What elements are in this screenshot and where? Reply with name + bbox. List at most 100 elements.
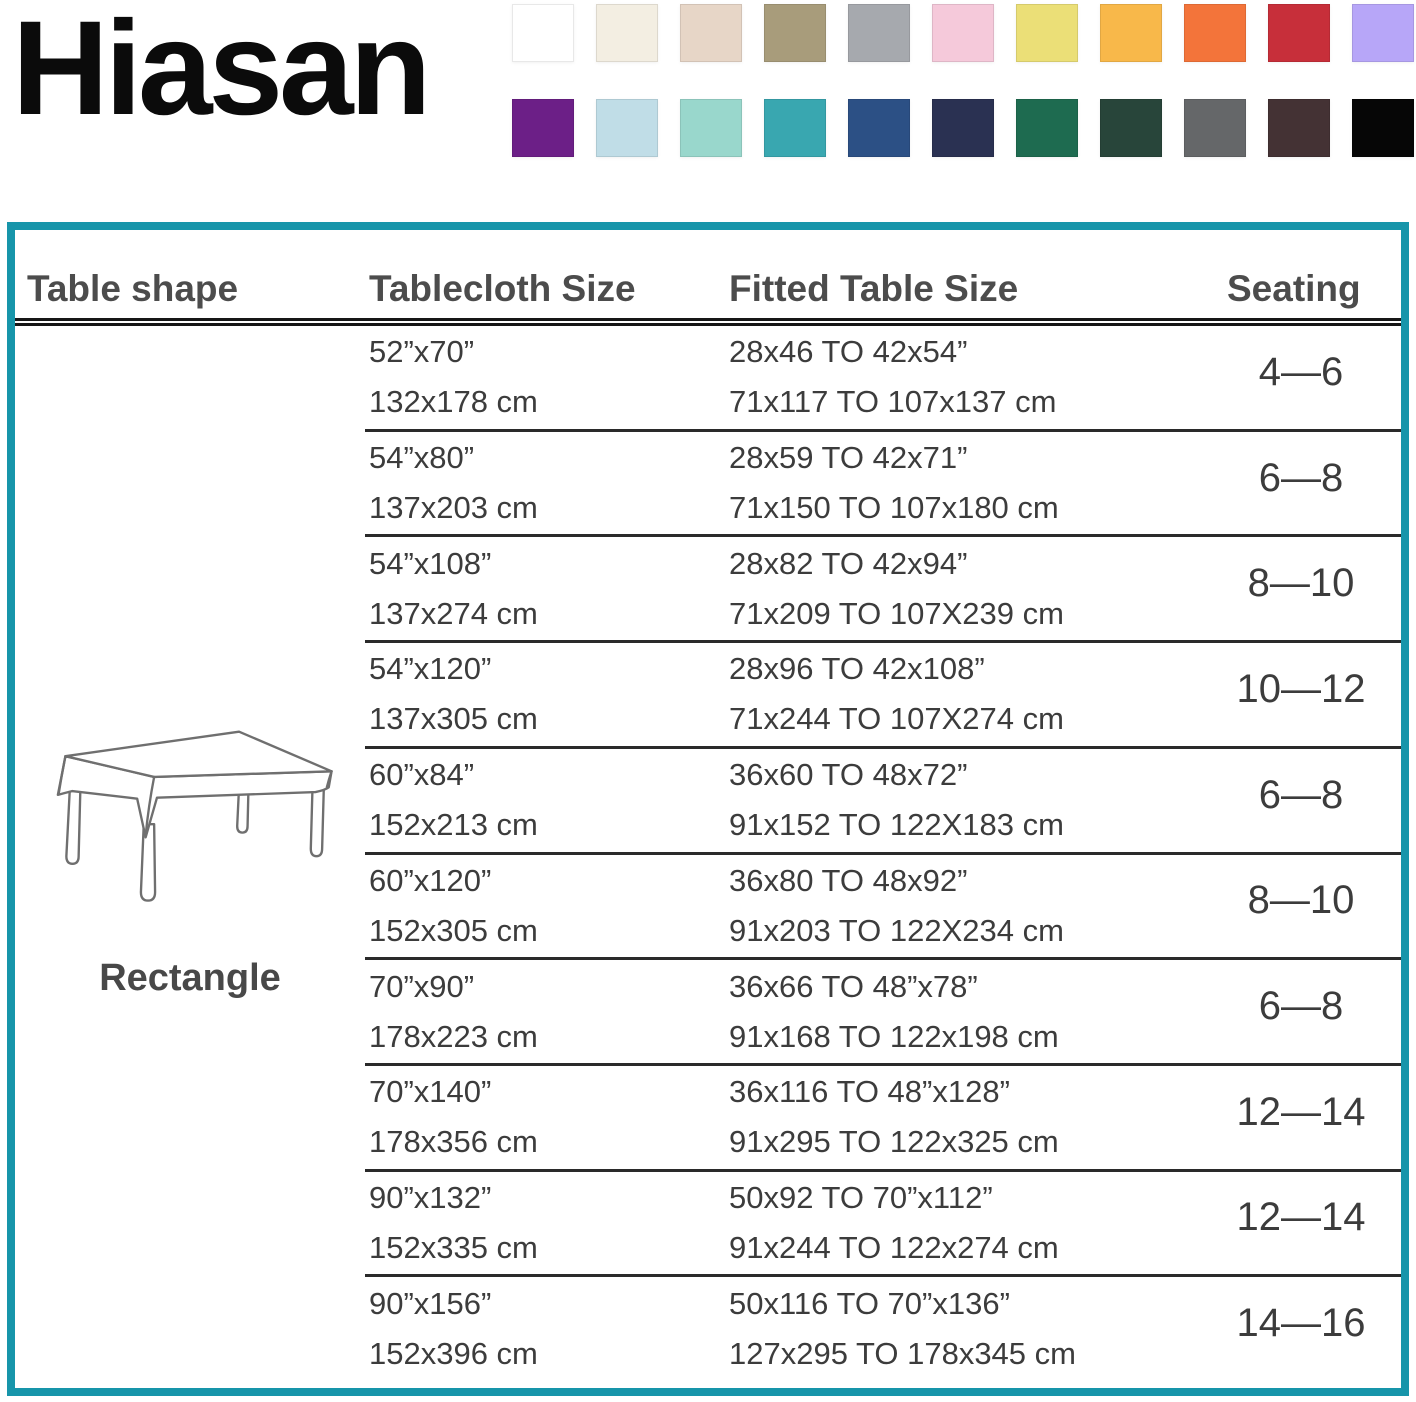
color-swatch-purple xyxy=(512,99,574,157)
fitted-size-inches: 36x60 TO 48x72” xyxy=(729,757,968,793)
seating-range: 12—14 xyxy=(1236,1195,1366,1240)
color-swatch-chocolate-brown xyxy=(1268,99,1330,157)
header-divider-rule xyxy=(15,318,1401,326)
size-row: 90”x132” 152x335 cm 50x92 TO 70”x112” 91… xyxy=(365,1168,1401,1275)
color-swatch-grid xyxy=(512,4,1414,157)
color-swatch-yellow xyxy=(1016,4,1078,62)
color-swatch-pink xyxy=(932,4,994,62)
tablecloth-size-cell: 90”x156” 152x396 cm xyxy=(365,1277,725,1380)
tablecloth-size-cell: 52”x70” 132x178 cm xyxy=(365,326,725,429)
size-row: 60”x120” 152x305 cm 36x80 TO 48x92” 91x2… xyxy=(365,851,1401,958)
tablecloth-size-cell: 60”x84” 152x213 cm xyxy=(365,749,725,852)
fitted-size-inches: 50x116 TO 70”x136” xyxy=(729,1285,1010,1321)
color-swatch-red xyxy=(1268,4,1330,62)
tablecloth-size-cm: 152x213 cm xyxy=(369,807,538,843)
tablecloth-size-cm: 132x178 cm xyxy=(369,384,538,420)
masthead: Hiasan xyxy=(0,0,1416,222)
fitted-size-cm: 91x203 TO 122X234 cm xyxy=(729,912,1064,948)
size-row: 70”x90” 178x223 cm 36x66 TO 48”x78” 91x1… xyxy=(365,957,1401,1063)
size-row: 60”x84” 152x213 cm 36x60 TO 48x72” 91x15… xyxy=(365,745,1401,852)
tablecloth-size-cm: 152x335 cm xyxy=(369,1229,538,1265)
fitted-size-cell: 50x116 TO 70”x136” 127x295 TO 178x345 cm xyxy=(725,1277,1225,1380)
tablecloth-size-inches: 90”x156” xyxy=(369,1285,492,1321)
color-swatch-white xyxy=(512,4,574,62)
seating-range: 6—8 xyxy=(1258,772,1344,817)
fitted-size-cell: 36x116 TO 48”x128” 91x295 TO 122x325 cm xyxy=(725,1066,1225,1169)
tablecloth-size-inches: 60”x84” xyxy=(369,757,475,793)
size-chart-body: Rectangle 52”x70” 132x178 cm 28x46 TO 42… xyxy=(15,326,1401,1380)
seating-range: 12—14 xyxy=(1236,1089,1366,1134)
fitted-size-cell: 28x96 TO 42x108” 71x244 TO 107X274 cm xyxy=(725,643,1225,746)
fitted-size-inches: 36x66 TO 48”x78” xyxy=(729,968,978,1004)
table-shape-cell: Rectangle xyxy=(15,326,365,1380)
fitted-size-cell: 50x92 TO 70”x112” 91x244 TO 122x274 cm xyxy=(725,1172,1225,1275)
fitted-size-cm: 91x244 TO 122x274 cm xyxy=(729,1229,1059,1265)
tablecloth-size-cell: 54”x108” 137x274 cm xyxy=(365,537,725,640)
color-swatch-forest-green xyxy=(1016,99,1078,157)
tablecloth-size-cell: 90”x132” 152x335 cm xyxy=(365,1172,725,1275)
fitted-size-inches: 28x46 TO 42x54” xyxy=(729,334,968,370)
tablecloth-size-inches: 54”x80” xyxy=(369,440,475,476)
size-chart-header-row: Table shape Tablecloth Size Fitted Table… xyxy=(15,230,1401,318)
shape-label: Rectangle xyxy=(99,956,281,999)
tablecloth-size-cm: 137x274 cm xyxy=(369,595,538,631)
color-swatch-light-blue xyxy=(596,99,658,157)
tablecloth-size-cm: 178x356 cm xyxy=(369,1124,538,1160)
column-header-table-shape: Table shape xyxy=(27,268,239,309)
color-swatch-aqua xyxy=(680,99,742,157)
fitted-size-cm: 71x244 TO 107X274 cm xyxy=(729,701,1064,737)
tablecloth-size-cell: 70”x140” 178x356 cm xyxy=(365,1066,725,1169)
column-header-tablecloth-size: Tablecloth Size xyxy=(369,268,636,309)
seating-range: 6—8 xyxy=(1258,455,1344,500)
size-row: 54”x108” 137x274 cm 28x82 TO 42x94” 71x2… xyxy=(365,534,1401,640)
tablecloth-size-inches: 70”x140” xyxy=(369,1074,492,1110)
fitted-size-cm: 91x152 TO 122X183 cm xyxy=(729,807,1064,843)
seating-range: 4—6 xyxy=(1258,349,1344,394)
fitted-size-cell: 28x59 TO 42x71” 71x150 TO 107x180 cm xyxy=(725,432,1225,535)
tablecloth-size-cell: 54”x80” 137x203 cm xyxy=(365,432,725,535)
color-swatch-dark-gray xyxy=(1184,99,1246,157)
tablecloth-size-cm: 152x305 cm xyxy=(369,912,538,948)
tablecloth-size-inches: 70”x90” xyxy=(369,968,475,1004)
size-chart-table: Table shape Tablecloth Size Fitted Table… xyxy=(7,222,1409,1396)
color-swatch-silver-gray xyxy=(848,4,910,62)
seating-range: 10—12 xyxy=(1236,666,1366,711)
color-swatch-khaki xyxy=(764,4,826,62)
size-row: 90”x156” 152x396 cm 50x116 TO 70”x136” 1… xyxy=(365,1274,1401,1380)
seating-range: 8—10 xyxy=(1247,561,1355,606)
size-row: 54”x80” 137x203 cm 28x59 TO 42x71” 71x15… xyxy=(365,428,1401,535)
tablecloth-size-cm: 137x203 cm xyxy=(369,490,538,526)
column-header-fitted-table-size: Fitted Table Size xyxy=(729,268,1019,309)
seating-range: 8—10 xyxy=(1247,878,1355,923)
color-swatch-navy-blue xyxy=(848,99,910,157)
color-swatch-beige xyxy=(680,4,742,62)
fitted-size-cell: 36x66 TO 48”x78” 91x168 TO 122x198 cm xyxy=(725,960,1225,1063)
color-swatch-ivory xyxy=(596,4,658,62)
tablecloth-size-inches: 54”x120” xyxy=(369,651,492,687)
fitted-size-cm: 71x209 TO 107X239 cm xyxy=(729,595,1064,631)
seating-range: 6—8 xyxy=(1258,984,1344,1029)
fitted-size-cell: 36x80 TO 48x92” 91x203 TO 122X234 cm xyxy=(725,855,1225,958)
swatch-row-1 xyxy=(512,4,1414,62)
color-swatch-marigold xyxy=(1100,4,1162,62)
color-swatch-teal xyxy=(764,99,826,157)
seating-range: 14—16 xyxy=(1236,1301,1366,1346)
tablecloth-size-cm: 152x396 cm xyxy=(369,1335,538,1371)
color-swatch-lavender xyxy=(1352,4,1414,62)
size-row: 52”x70” 132x178 cm 28x46 TO 42x54” 71x11… xyxy=(365,326,1401,429)
column-header-seating: Seating xyxy=(1227,268,1361,309)
color-swatch-orange xyxy=(1184,4,1246,62)
color-swatch-dark-green xyxy=(1100,99,1162,157)
size-row: 70”x140” 178x356 cm 36x116 TO 48”x128” 9… xyxy=(365,1062,1401,1169)
size-rows: 52”x70” 132x178 cm 28x46 TO 42x54” 71x11… xyxy=(365,326,1401,1380)
brand-logo: Hiasan xyxy=(12,0,431,143)
fitted-size-cell: 36x60 TO 48x72” 91x152 TO 122X183 cm xyxy=(725,749,1225,852)
rectangle-table-icon xyxy=(56,729,333,902)
fitted-size-cm: 91x168 TO 122x198 cm xyxy=(729,1018,1059,1054)
fitted-size-inches: 50x92 TO 70”x112” xyxy=(729,1179,993,1215)
fitted-size-inches: 28x59 TO 42x71” xyxy=(729,440,968,476)
fitted-size-inches: 36x116 TO 48”x128” xyxy=(729,1074,1010,1110)
fitted-size-inches: 28x96 TO 42x108” xyxy=(729,651,985,687)
fitted-size-cm: 127x295 TO 178x345 cm xyxy=(729,1335,1076,1371)
